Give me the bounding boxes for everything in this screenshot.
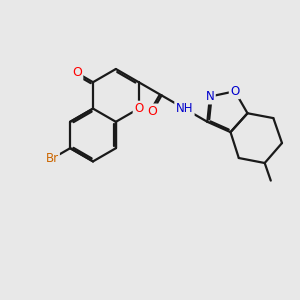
- Text: O: O: [72, 66, 82, 80]
- Text: Br: Br: [45, 152, 58, 165]
- Text: NH: NH: [176, 102, 193, 115]
- Text: O: O: [230, 85, 239, 98]
- Text: N: N: [206, 90, 214, 103]
- Text: O: O: [134, 102, 143, 115]
- Text: O: O: [147, 105, 157, 118]
